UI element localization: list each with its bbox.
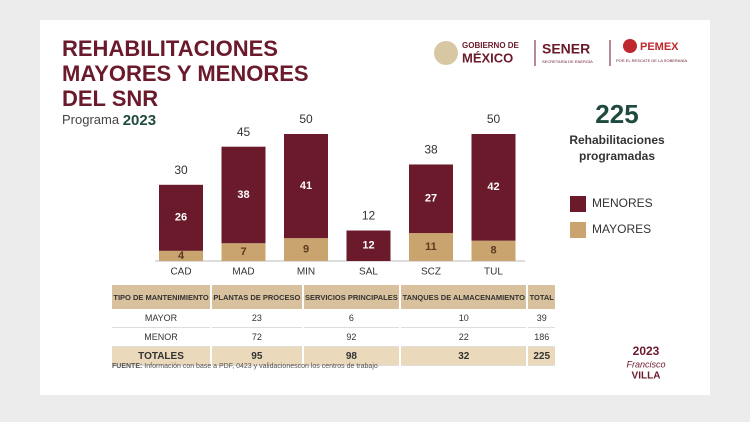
bar-segment [471, 240, 516, 261]
logo-emblem [434, 41, 458, 65]
logo-text: POR EL RESCATE DE LA SOBERANÍA [616, 58, 687, 63]
bar-segment [409, 164, 453, 234]
x-tick-label: SAL [359, 267, 378, 278]
legend-swatch [570, 196, 586, 212]
table-cell: 6 [302, 309, 402, 328]
header-cell: SERVICIOS PRINCIPALES [302, 285, 402, 309]
bar-segment [471, 134, 516, 241]
table-cell: 32 [400, 346, 529, 366]
legend-label: MAYORES [592, 222, 651, 236]
table-row: MAYOR 23 6 10 39 [112, 309, 557, 328]
logo-text: Francisco [626, 359, 665, 369]
data-table: TIPO DE MANTENIMIENTO PLANTAS DE PROCESO S… [112, 285, 557, 366]
footnote-label: FUENTE: [112, 363, 143, 370]
table-cell: 95 [211, 346, 304, 366]
table-row: MENOR 72 92 22 186 [112, 327, 557, 347]
bar-segment [284, 238, 328, 261]
bar-segment [409, 233, 453, 261]
data-label: 7 [240, 246, 246, 258]
x-tick-label: SCZ [421, 267, 441, 278]
table-row: TOTALES 95 98 32 225 [112, 346, 557, 366]
header-cell: TOTAL [527, 285, 557, 309]
subtitle: Programa 2023 [62, 112, 156, 129]
title-line: REHABILITACIONES [62, 36, 278, 61]
table-cell: MAYOR [112, 309, 213, 328]
header-cell: PLANTAS DE PROCESO [211, 285, 304, 309]
total-label: 50 [487, 112, 501, 126]
data-label: 42 [487, 181, 499, 193]
x-tick-label: MIN [297, 267, 315, 278]
logo-emblem [623, 39, 637, 53]
table-cell: 39 [527, 309, 557, 328]
data-label: 26 [175, 212, 187, 224]
table-cell: 10 [400, 309, 529, 328]
data-label: 8 [490, 245, 496, 257]
table-cell: 92 [302, 327, 402, 347]
x-tick-label: TUL [484, 267, 503, 278]
logo-text: VILLA [632, 371, 661, 382]
table-cell: TOTALES [112, 346, 213, 366]
logo-text: SECRETARÍA DE ENERGÍA [542, 59, 593, 64]
table-cell: 186 [527, 327, 557, 347]
bar-segment [346, 230, 391, 261]
bar-segment [284, 134, 328, 239]
table-cell: 72 [211, 327, 304, 347]
total-label: 30 [174, 163, 188, 177]
data-label: 12 [362, 240, 374, 252]
legend-swatch [570, 222, 586, 238]
summary-number: 225 [595, 99, 638, 129]
subtitle-year: 2023 [123, 112, 156, 129]
total-label: 50 [299, 112, 313, 126]
bar-segment [159, 250, 203, 261]
table-cell: 23 [211, 309, 304, 328]
subtitle-text: Programa [62, 112, 120, 127]
logo-text: GOBIERNO DE [462, 41, 520, 50]
logo-text: 2023 [633, 344, 660, 358]
header-cell: TIPO DE MANTENIMIENTO [112, 285, 213, 309]
total-label: 38 [424, 143, 438, 157]
summary-label: programadas [579, 149, 655, 163]
logo-text: MÉXICO [462, 50, 513, 65]
summary-label: Rehabilitaciones [569, 133, 665, 147]
x-tick-label: MAD [232, 267, 254, 278]
title-line: MAYORES Y MENORES [62, 61, 309, 86]
logo-text: SENER [542, 41, 590, 57]
total-label: 12 [362, 209, 376, 223]
footnote-text: Información con base a PDF, 0423 y valid… [144, 363, 378, 370]
footnote: FUENTE: Información con base a PDF, 0423… [112, 363, 378, 370]
data-label: 4 [178, 250, 185, 262]
header-row: TIPO DE MANTENIMIENTO PLANTAS DE PROCESO S… [112, 285, 557, 309]
x-tick-label: CAD [170, 267, 191, 278]
data-label: 9 [303, 243, 309, 255]
data-label: 11 [425, 241, 437, 253]
table-cell: 98 [302, 346, 402, 366]
total-label: 45 [237, 125, 251, 139]
header-cell: TANQUES DE ALMACENAMIENTO [400, 285, 529, 309]
table-cell: 225 [527, 346, 557, 366]
bar-segment [159, 184, 203, 251]
data-label: 41 [300, 180, 312, 192]
logo-text: PEMEX [640, 41, 679, 53]
legend-label: MENORES [592, 196, 653, 210]
table-cell: 22 [400, 327, 529, 347]
bar-segment [221, 146, 266, 244]
bar-segment [221, 243, 266, 261]
data-label: 38 [237, 189, 249, 201]
table-cell: MENOR [112, 327, 213, 347]
title-line: DEL SNR [62, 86, 158, 111]
data-label: 27 [425, 193, 437, 205]
